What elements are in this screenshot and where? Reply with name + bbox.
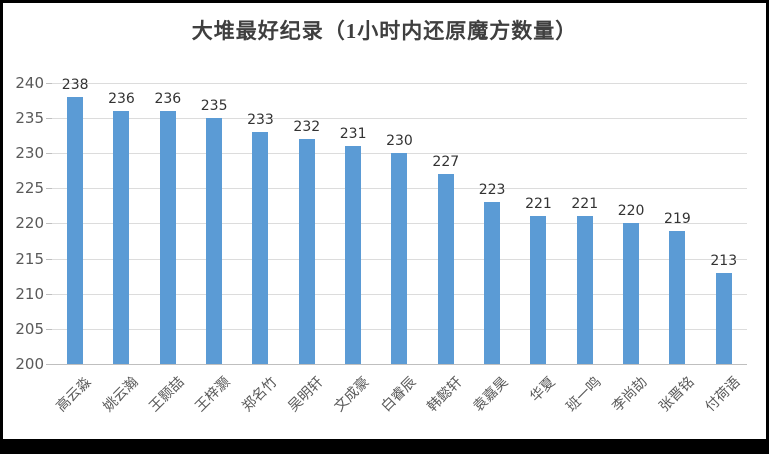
y-axis-tick bbox=[46, 118, 52, 119]
y-axis-tick-label: 225 bbox=[15, 179, 44, 197]
bar-slot: 236 bbox=[145, 83, 191, 364]
bar-slot: 219 bbox=[654, 83, 700, 364]
bar-slot: 227 bbox=[423, 83, 469, 364]
bar-value-label: 236 bbox=[154, 91, 182, 107]
bar-slot: 220 bbox=[608, 83, 654, 364]
bar-slot: 230 bbox=[376, 83, 422, 364]
bar bbox=[576, 216, 593, 364]
gridline bbox=[52, 83, 747, 84]
x-axis-label: 吴明轩 bbox=[285, 374, 327, 416]
bar-slot: 235 bbox=[191, 83, 237, 364]
bar bbox=[298, 139, 315, 364]
x-axis-label: 华夏 bbox=[527, 374, 559, 406]
y-axis-tick-label: 215 bbox=[15, 250, 44, 268]
bar-value-label: 238 bbox=[61, 77, 89, 93]
gridline bbox=[52, 118, 747, 119]
bar-slot: 236 bbox=[98, 83, 144, 364]
x-axis-label: 张晋铭 bbox=[656, 374, 698, 416]
y-axis-tick bbox=[46, 259, 52, 260]
bar bbox=[113, 111, 130, 364]
y-axis-tick bbox=[46, 294, 52, 295]
y-axis-tick bbox=[46, 188, 52, 189]
bar-slot: 231 bbox=[330, 83, 376, 364]
x-axis-labels: 高云淼 姚云瀚 王颢喆 王梓灏 郑名竹 吴明轩 文成豪 白睿辰 韩懿轩 袁嘉昊 华夏 班一鸣 李尚劼 张晋… bbox=[52, 364, 747, 439]
bar-value-label: 213 bbox=[710, 253, 738, 269]
bars-layer: 238 236 236 235 233 232 231 230 227 223 221 221 220 2… bbox=[52, 77, 747, 364]
bar bbox=[530, 216, 547, 364]
bar-value-label: 232 bbox=[293, 119, 321, 135]
x-axis-label: 李尚劼 bbox=[609, 374, 651, 416]
x-axis-label: 白睿辰 bbox=[378, 374, 420, 416]
x-axis-label: 姚云瀚 bbox=[100, 374, 142, 416]
bar bbox=[67, 97, 84, 364]
bar-slot: 221 bbox=[562, 83, 608, 364]
bar-slot: 232 bbox=[284, 83, 330, 364]
bar bbox=[437, 174, 454, 364]
y-axis-tick-label: 235 bbox=[15, 109, 44, 127]
bar-value-label: 233 bbox=[247, 112, 274, 128]
y-axis-tick bbox=[46, 83, 52, 84]
x-axis-label: 付荷语 bbox=[702, 374, 744, 416]
bar bbox=[623, 223, 640, 364]
x-axis-label: 韩懿轩 bbox=[424, 374, 466, 416]
bar-value-label: 231 bbox=[339, 126, 367, 142]
bar bbox=[206, 118, 223, 364]
chart-title: 大堆最好纪录（1小时内还原魔方数量） bbox=[191, 19, 578, 43]
bar-slot: 221 bbox=[515, 83, 561, 364]
x-axis-label: 文成豪 bbox=[331, 374, 373, 416]
y-axis-tick-label: 200 bbox=[15, 355, 44, 373]
x-axis-label: 郑名竹 bbox=[239, 374, 281, 416]
y-axis-tick-label: 205 bbox=[15, 320, 44, 338]
bar-value-label: 221 bbox=[525, 196, 552, 212]
bar bbox=[159, 111, 176, 364]
bar-value-label: 227 bbox=[432, 154, 460, 170]
bar bbox=[715, 273, 732, 364]
x-axis-label: 王颢喆 bbox=[146, 374, 188, 416]
bar bbox=[669, 231, 686, 364]
x-axis-label: 班一鸣 bbox=[563, 374, 605, 416]
bar-slot: 233 bbox=[237, 83, 283, 364]
x-axis-label: 高云淼 bbox=[53, 374, 95, 416]
bar-value-label: 235 bbox=[200, 98, 228, 114]
y-axis-tick bbox=[46, 223, 52, 224]
bar-value-label: 236 bbox=[108, 91, 135, 107]
y-axis-tick-label: 240 bbox=[15, 74, 44, 92]
plot-area: 238 236 236 235 233 232 231 230 227 223 221 221 220 2… bbox=[52, 77, 747, 365]
y-axis-tick-label: 220 bbox=[15, 214, 44, 232]
bar-slot: 223 bbox=[469, 83, 515, 364]
x-axis-label: 王梓灏 bbox=[192, 374, 234, 416]
bar-slot: 238 bbox=[52, 77, 98, 364]
bar-value-label: 223 bbox=[478, 182, 506, 198]
bar-value-label: 219 bbox=[664, 211, 691, 227]
bar bbox=[391, 153, 408, 364]
chart-canvas: 大堆最好纪录（1小时内还原魔方数量） 238 236 236 235 233 232 231… bbox=[3, 3, 766, 439]
y-axis-tick-label: 230 bbox=[15, 144, 44, 162]
bar-value-label: 221 bbox=[571, 196, 599, 212]
y-axis-tick bbox=[46, 153, 52, 154]
bar-value-label: 220 bbox=[617, 203, 645, 219]
bar bbox=[484, 202, 501, 364]
y-axis-tick bbox=[46, 329, 52, 330]
bar bbox=[252, 132, 269, 364]
y-axis-tick bbox=[46, 364, 52, 365]
bar bbox=[345, 146, 362, 364]
bar-value-label: 230 bbox=[386, 133, 413, 149]
y-axis-tick-label: 210 bbox=[15, 285, 44, 303]
x-axis-label: 袁嘉昊 bbox=[470, 374, 512, 416]
bar-slot: 213 bbox=[701, 83, 747, 364]
x-axis-line bbox=[52, 364, 747, 365]
